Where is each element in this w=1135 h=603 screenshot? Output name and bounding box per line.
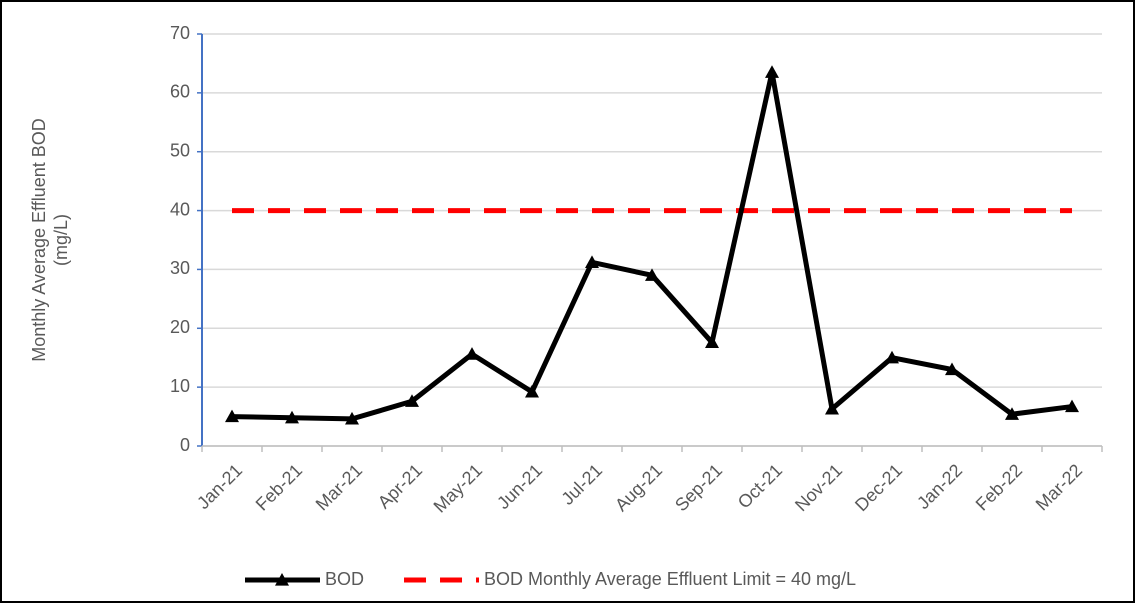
marker <box>1005 407 1019 420</box>
marker <box>645 268 659 281</box>
marker <box>465 347 479 360</box>
marker <box>825 401 839 415</box>
y-axis-title-line: (mg/L) <box>51 214 71 266</box>
y-tick-label: 50 <box>170 140 190 160</box>
y-tick-label: 40 <box>170 199 190 219</box>
marker <box>225 409 239 423</box>
y-tick-label: 0 <box>180 435 190 455</box>
legend-label: BOD Monthly Average Effluent Limit = 40 … <box>484 569 856 589</box>
marker <box>345 411 359 425</box>
y-tick-label: 10 <box>170 376 190 396</box>
marker <box>525 384 539 398</box>
marker <box>285 410 299 424</box>
marker <box>765 65 779 78</box>
marker <box>405 394 419 407</box>
marker <box>705 335 719 349</box>
legend-marker <box>275 573 289 586</box>
y-tick-label: 20 <box>170 317 190 337</box>
y-axis-title: Monthly Average Effluent BOD (mg/L) <box>29 118 71 361</box>
y-tick-label: 70 <box>170 23 190 43</box>
y-tick-label: 60 <box>170 82 190 102</box>
marker <box>585 255 599 268</box>
y-tick-label: 30 <box>170 258 190 278</box>
marker <box>885 350 899 364</box>
legend-label: BOD <box>325 569 364 589</box>
y-axis-title-line: Monthly Average Effluent BOD <box>29 118 49 361</box>
marker <box>1065 399 1079 413</box>
marker <box>945 362 959 376</box>
